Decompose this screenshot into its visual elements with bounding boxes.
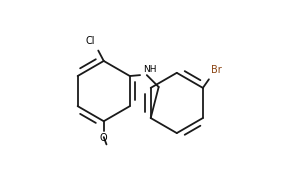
Text: NH: NH [144,65,157,74]
Text: O: O [100,133,108,144]
Text: Br: Br [211,65,221,75]
Text: Cl: Cl [85,36,95,46]
